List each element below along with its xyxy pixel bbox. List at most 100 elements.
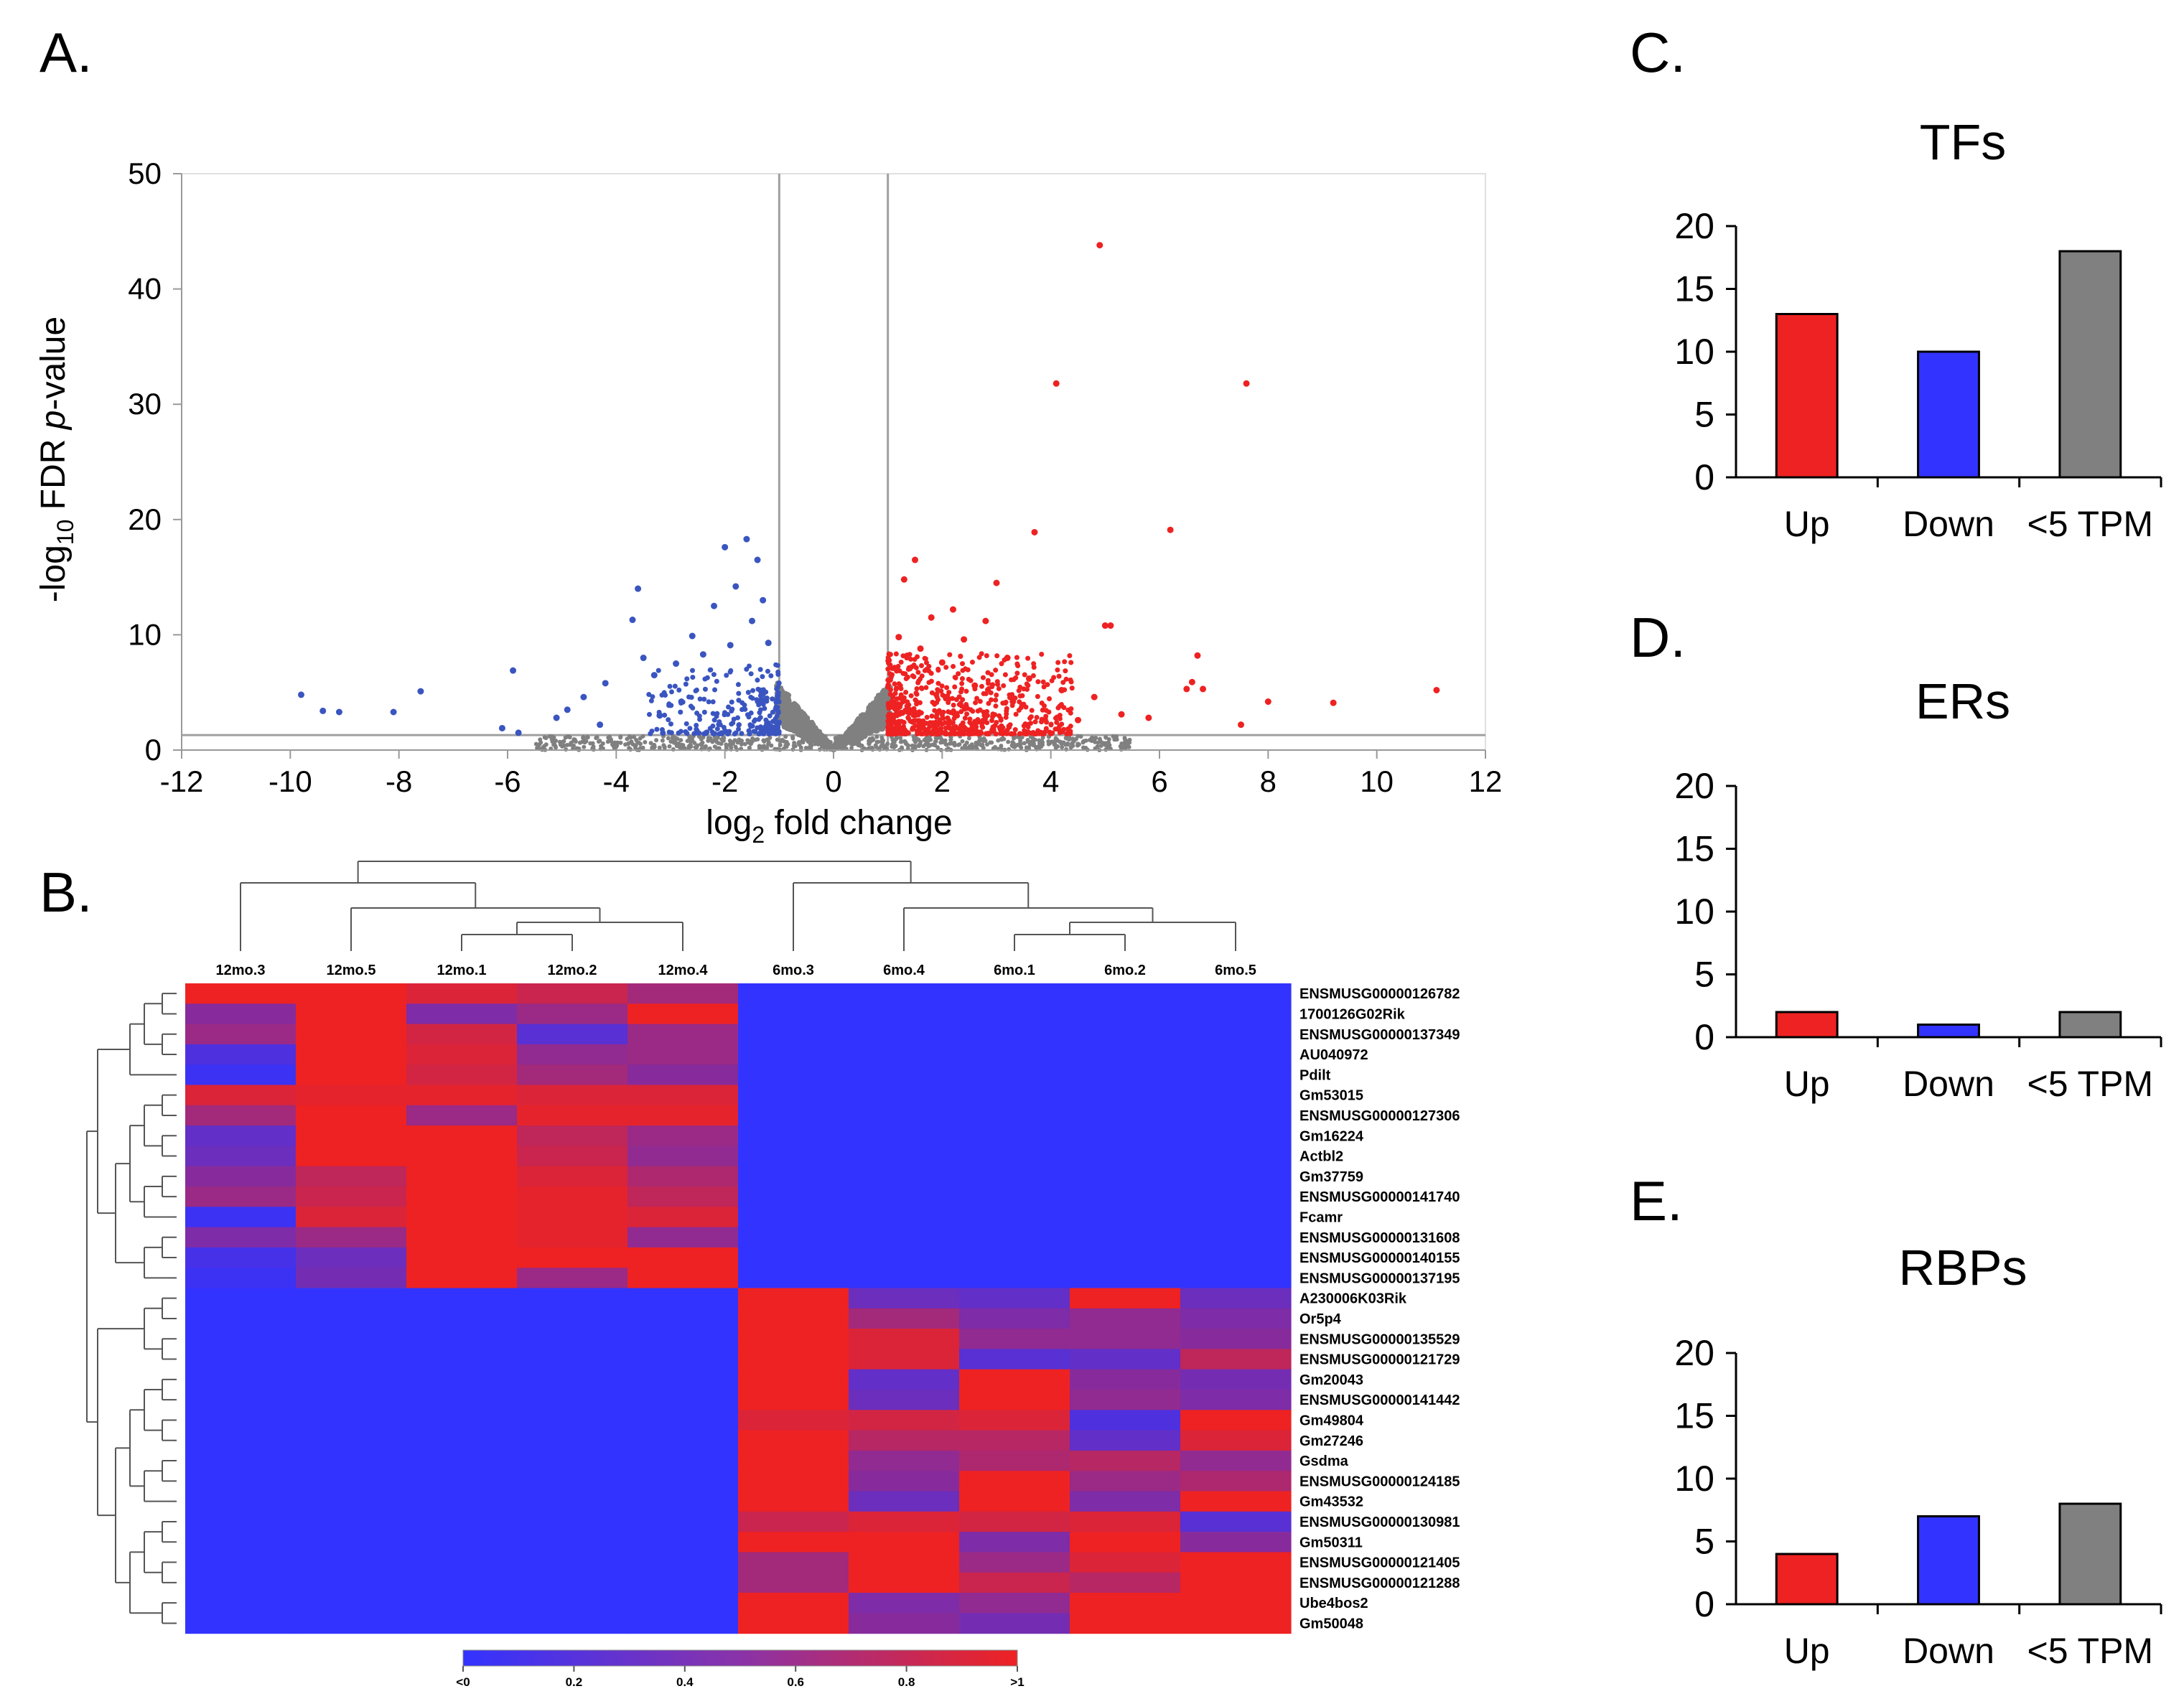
heatmap-cell <box>627 1430 739 1451</box>
volcano-point-up <box>989 718 994 724</box>
volcano-point-up <box>1060 729 1065 735</box>
colorbar-tick-label: 0.8 <box>898 1675 915 1689</box>
heatmap-cell <box>1070 1105 1181 1126</box>
heatmap-cell <box>959 1450 1070 1471</box>
heatmap-cell <box>406 1024 518 1045</box>
heatmap-cell <box>185 1329 297 1349</box>
heatmap-cell <box>1180 1471 1292 1492</box>
heatmap-cell <box>627 1308 739 1329</box>
volcano-point-ns <box>999 737 1004 742</box>
heatmap-cell <box>406 1227 518 1248</box>
heatmap-cell <box>1070 1166 1181 1187</box>
heatmap-cell <box>296 1207 407 1228</box>
heatmap-cell <box>1180 1532 1292 1553</box>
heatmap-cell <box>296 1186 407 1207</box>
volcano-point-down <box>650 694 655 700</box>
heatmap-cell <box>185 1085 297 1106</box>
volcano-point-up <box>985 678 991 683</box>
volcano-point-down <box>747 731 752 737</box>
volcano-point-ns <box>654 738 659 743</box>
volcano-point-down <box>735 715 741 721</box>
volcano-point-down <box>765 724 770 729</box>
heatmap-cell <box>849 1613 960 1634</box>
heatmap-cell <box>517 1166 628 1187</box>
volcano-point-up <box>1194 652 1201 659</box>
volcano-point-up <box>963 688 969 694</box>
volcano-point-ns <box>871 737 876 742</box>
volcano-point-up <box>968 678 974 683</box>
volcano-point-down <box>745 690 751 696</box>
panel-label-a: A. <box>39 21 93 84</box>
volcano-point-ns <box>766 740 771 745</box>
volcano-point-up <box>917 645 924 652</box>
heatmap-cell <box>1070 1044 1181 1065</box>
heatmap-cell <box>959 1430 1070 1451</box>
heatmap-cell <box>627 1247 739 1268</box>
volcano-point-ns <box>657 745 662 750</box>
volcano-x-tick-label: 10 <box>1360 764 1394 798</box>
volcano-point-up <box>940 729 946 735</box>
volcano-point-down <box>702 686 708 692</box>
heatmap-cell <box>849 1166 960 1187</box>
heatmap-cell <box>627 1369 739 1390</box>
volcano-point-up <box>1049 678 1055 683</box>
volcano-point-up <box>1031 528 1038 535</box>
heatmap-cell <box>296 1166 407 1187</box>
bar-chart-rbps: RBPs 0 5 10 15 20 Up Down <5 TPM <box>1674 1240 2162 1671</box>
volcano-point-down <box>722 543 729 551</box>
volcano-point-up <box>973 700 979 706</box>
volcano-point-down <box>727 669 733 675</box>
heatmap-row-label: Gm50311 <box>1299 1535 1363 1550</box>
volcano-point-ns <box>1063 736 1068 741</box>
volcano-point-ns <box>872 701 878 706</box>
heatmap-cell <box>517 1268 628 1289</box>
volcano-point-up <box>925 726 931 732</box>
volcano-point-up <box>913 697 918 703</box>
volcano-y-axis-label-italic: p <box>34 411 73 431</box>
volcano-point-ns <box>879 735 885 740</box>
volcano-x-tick-label: -12 <box>160 764 204 798</box>
volcano-point-ns <box>1032 737 1037 742</box>
volcano-point-ns <box>625 736 630 741</box>
volcano-point-up <box>1200 685 1207 693</box>
volcano-point-up <box>888 731 894 736</box>
volcano-point-down <box>727 729 732 734</box>
volcano-point-up <box>896 681 902 687</box>
heatmap-cell <box>627 1024 739 1045</box>
volcano-point-down <box>731 716 737 722</box>
heatmap-cell <box>627 1288 739 1309</box>
volcano-point-up <box>907 656 913 662</box>
volcano-point-up <box>932 708 938 713</box>
volcano-point-up <box>1043 713 1049 719</box>
volcano-point-up <box>1264 698 1271 706</box>
volcano-point-up <box>1013 711 1019 717</box>
volcano-point-ns <box>1028 734 1033 739</box>
heatmap-cell <box>627 1572 739 1593</box>
volcano-point-ns <box>1073 736 1078 741</box>
volcano-point-up <box>1096 242 1103 249</box>
volcano-point-down <box>710 711 716 716</box>
volcano-point-up <box>943 665 949 670</box>
heatmap-cell <box>1070 1268 1181 1289</box>
volcano-point-down <box>649 729 655 734</box>
volcano-point-ns <box>785 700 790 706</box>
volcano-point-down <box>775 704 780 710</box>
volcano-point-up <box>1015 663 1021 669</box>
volcano-point-up <box>976 719 981 725</box>
volcano-point-ns <box>860 734 865 739</box>
volcano-point-ns <box>643 739 648 744</box>
volcano-point-up <box>1050 730 1055 736</box>
volcano-point-ns <box>766 736 771 741</box>
heatmap-cell <box>738 1471 849 1492</box>
volcano-point-up <box>1188 678 1195 685</box>
heatmap-cell <box>738 1024 849 1045</box>
volcano-point-down <box>564 706 571 713</box>
heatmap-cell <box>849 1247 960 1268</box>
volcano-point-up <box>1032 719 1038 725</box>
volcano-axes: -12 -10 -8 -6 -4 -2 0 2 4 6 8 10 12 0 10 20 30 40 50 <box>128 156 1502 798</box>
volcano-point-up <box>1023 704 1029 710</box>
heatmap-cell <box>406 1471 518 1492</box>
heatmap-cell <box>406 1125 518 1146</box>
volcano-point-ns <box>1097 736 1102 741</box>
heatmap-cell <box>517 1532 628 1553</box>
